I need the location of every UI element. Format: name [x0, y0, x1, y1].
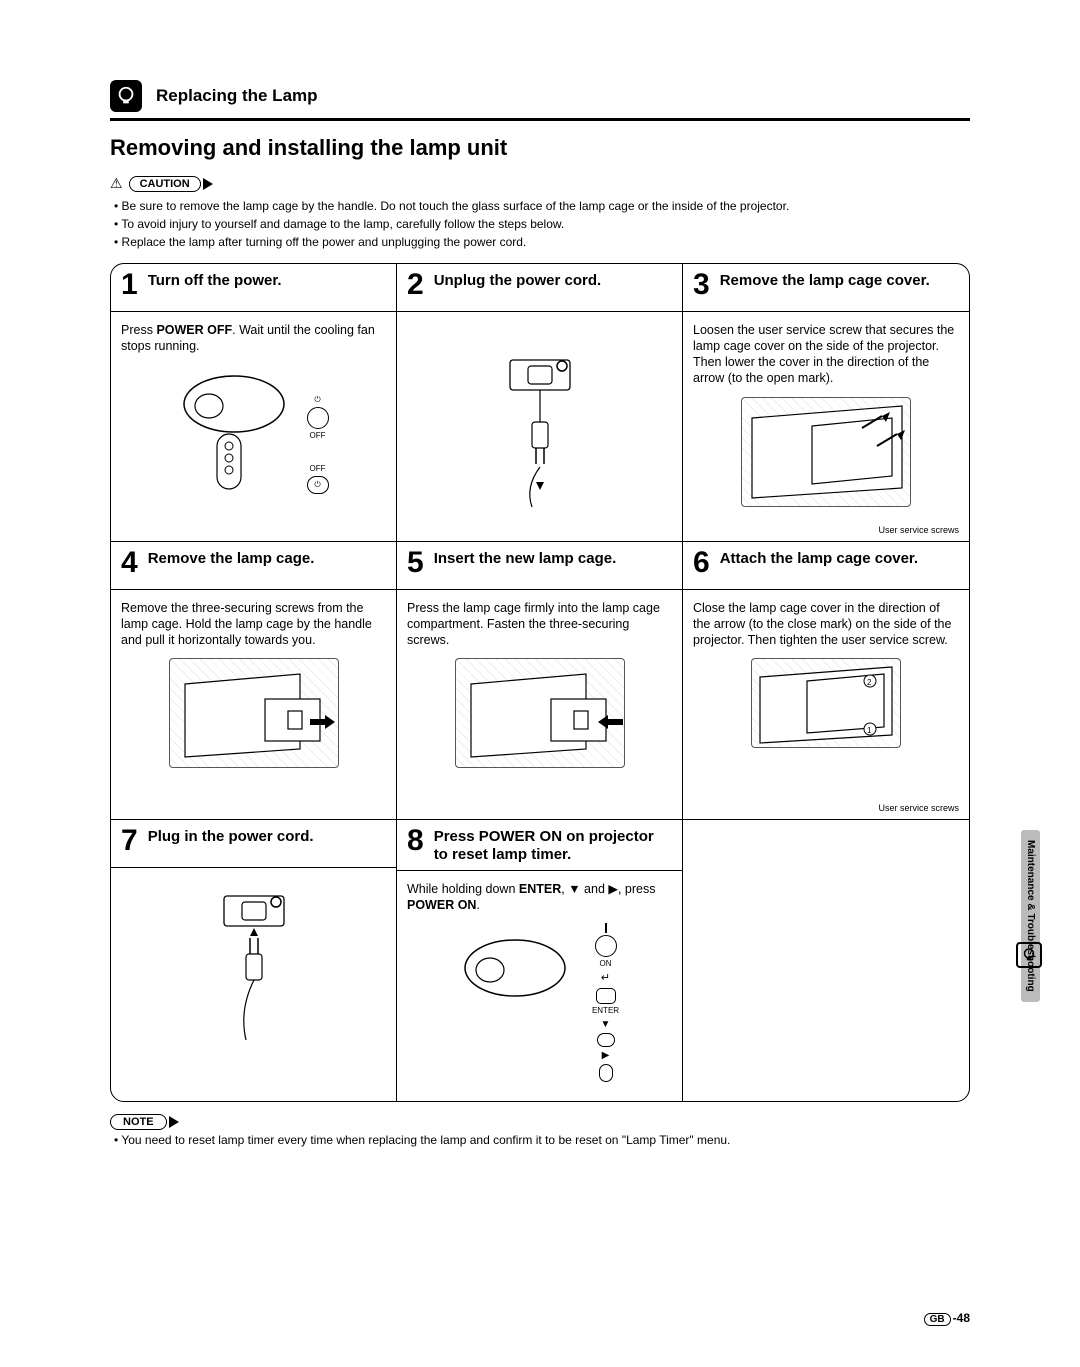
step-text: Loosen the user service screw that secur… [693, 323, 954, 386]
side-tab: Maintenance & Troubleshooting [1021, 830, 1040, 1002]
step-text: Press POWER OFF. Wait until the cooling … [121, 323, 375, 353]
step-body: Press POWER OFF. Wait until the cooling … [111, 312, 396, 542]
section-title: Replacing the Lamp [156, 86, 318, 106]
step-title: Press POWER ON on projector to reset lam… [434, 826, 672, 864]
step-3: 3 Remove the lamp cage cover. Loosen the… [683, 264, 969, 542]
step-5: 5 Insert the new lamp cage. Press the la… [397, 542, 683, 820]
step-body: Remove the three-securing screws from th… [111, 590, 396, 820]
step-illustration [407, 658, 672, 768]
step-text: Press the lamp cage firmly into the lamp… [407, 601, 660, 648]
projector-illustration [179, 364, 289, 494]
step-illustration [121, 658, 386, 768]
illus-caption: User service screws [878, 525, 959, 537]
svg-text:1: 1 [867, 726, 872, 735]
page-region: GB [924, 1313, 951, 1326]
step-number: 1 [121, 270, 138, 300]
step-4: 4 Remove the lamp cage. Remove the three… [111, 542, 397, 820]
step-number: 7 [121, 826, 138, 856]
step-head: 2 Unplug the power cord. [397, 264, 682, 312]
header-rule [110, 118, 970, 121]
projector-on-illustration [460, 923, 570, 1008]
off-label: OFF [310, 431, 326, 441]
step-head: 4 Remove the lamp cage. [111, 542, 396, 590]
step-illustration [693, 397, 959, 507]
step-1: 1 Turn off the power. Press POWER OFF. W… [111, 264, 397, 542]
step-text: Remove the three-securing screws from th… [121, 601, 372, 648]
caution-bullets: Be sure to remove the lamp cage by the h… [110, 198, 970, 251]
warning-triangle-icon: ⚠ [110, 175, 123, 192]
step-2: 2 Unplug the power cord. [397, 264, 683, 542]
step-8: 8 Press POWER ON on projector to reset l… [397, 820, 683, 1101]
step-title: Plug in the power cord. [148, 826, 314, 846]
page-num-value: -48 [953, 1311, 970, 1325]
step-title: Insert the new lamp cage. [434, 548, 617, 568]
note-label: NOTE [110, 1114, 167, 1130]
step-body: Close the lamp cage cover in the directi… [683, 590, 969, 820]
on-label: ON [600, 959, 612, 969]
enter-label: ENTER [592, 1006, 619, 1016]
bulb-svg [115, 85, 137, 107]
step-title: Attach the lamp cage cover. [720, 548, 918, 568]
step-number: 3 [693, 270, 710, 300]
step-7: 7 Plug in the power cord. [111, 820, 397, 1101]
step-head: 1 Turn off the power. [111, 264, 396, 312]
step-illustration: 2 1 [693, 658, 959, 748]
step-body: Press the lamp cage firmly into the lamp… [397, 590, 682, 820]
caution-bullet: To avoid injury to yourself and damage t… [114, 216, 970, 232]
note-text: You need to reset lamp timer every time … [110, 1133, 970, 1147]
off-label-2: OFF [310, 464, 326, 474]
step-illustration [121, 888, 386, 1058]
step-illustration: ⏻ OFF OFF ⏻ [121, 364, 386, 494]
step-body [111, 868, 396, 1101]
section-header: Replacing the Lamp [110, 80, 970, 112]
cover-attach-illustration: 2 1 [751, 658, 901, 748]
step-illustration: ON ↵ ENTER ▼ ▶ [407, 923, 672, 1082]
caution-bullet: Replace the lamp after turning off the p… [114, 234, 970, 250]
step-6: 6 Attach the lamp cage cover. Close the … [683, 542, 969, 820]
step-number: 5 [407, 548, 424, 578]
caution-header: ⚠ CAUTION [110, 175, 970, 192]
lamp-icon [110, 80, 142, 112]
page-number: GB-48 [924, 1311, 970, 1325]
step-title: Remove the lamp cage. [148, 548, 315, 568]
plug-in-illustration [194, 888, 314, 1058]
side-tab-icon [1016, 942, 1042, 968]
step-text: While holding down ENTER, ▼ and ▶, press… [407, 882, 656, 912]
step-empty [683, 820, 969, 1101]
step-number: 8 [407, 826, 424, 856]
caution-label: CAUTION [129, 176, 201, 192]
unplug-illustration [480, 352, 600, 512]
power-off-buttons: ⏻ OFF OFF ⏻ [307, 395, 329, 494]
svg-text:2: 2 [867, 678, 872, 687]
step-head: 5 Insert the new lamp cage. [397, 542, 682, 590]
step-title: Remove the lamp cage cover. [720, 270, 930, 290]
steps-grid: 1 Turn off the power. Press POWER OFF. W… [110, 263, 970, 1102]
step-head: 8 Press POWER ON on projector to reset l… [397, 820, 682, 871]
step-title: Turn off the power. [148, 270, 282, 290]
step-text: Close the lamp cage cover in the directi… [693, 601, 951, 648]
cover-remove-illustration [741, 397, 911, 507]
caution-arrow-icon [203, 178, 213, 190]
step-illustration [407, 352, 672, 512]
step-head: 3 Remove the lamp cage cover. [683, 264, 969, 312]
illus-caption: User service screws [878, 803, 959, 815]
step-number: 6 [693, 548, 710, 578]
cage-insert-illustration [455, 658, 625, 768]
note-arrow-icon [169, 1116, 179, 1128]
step-number: 2 [407, 270, 424, 300]
note-header: NOTE [110, 1114, 970, 1130]
main-heading: Removing and installing the lamp unit [110, 135, 970, 161]
power-on-buttons: ON ↵ ENTER ▼ ▶ [592, 923, 619, 1082]
step-body-empty [683, 868, 969, 1101]
step-body [397, 312, 682, 542]
step-number: 4 [121, 548, 138, 578]
step-body: While holding down ENTER, ▼ and ▶, press… [397, 871, 682, 1101]
step-body: Loosen the user service screw that secur… [683, 312, 969, 542]
step-head: 7 Plug in the power cord. [111, 820, 396, 868]
step-head: 6 Attach the lamp cage cover. [683, 542, 969, 590]
caution-bullet: Be sure to remove the lamp cage by the h… [114, 198, 970, 214]
cage-remove-illustration [169, 658, 339, 768]
step-title: Unplug the power cord. [434, 270, 602, 290]
